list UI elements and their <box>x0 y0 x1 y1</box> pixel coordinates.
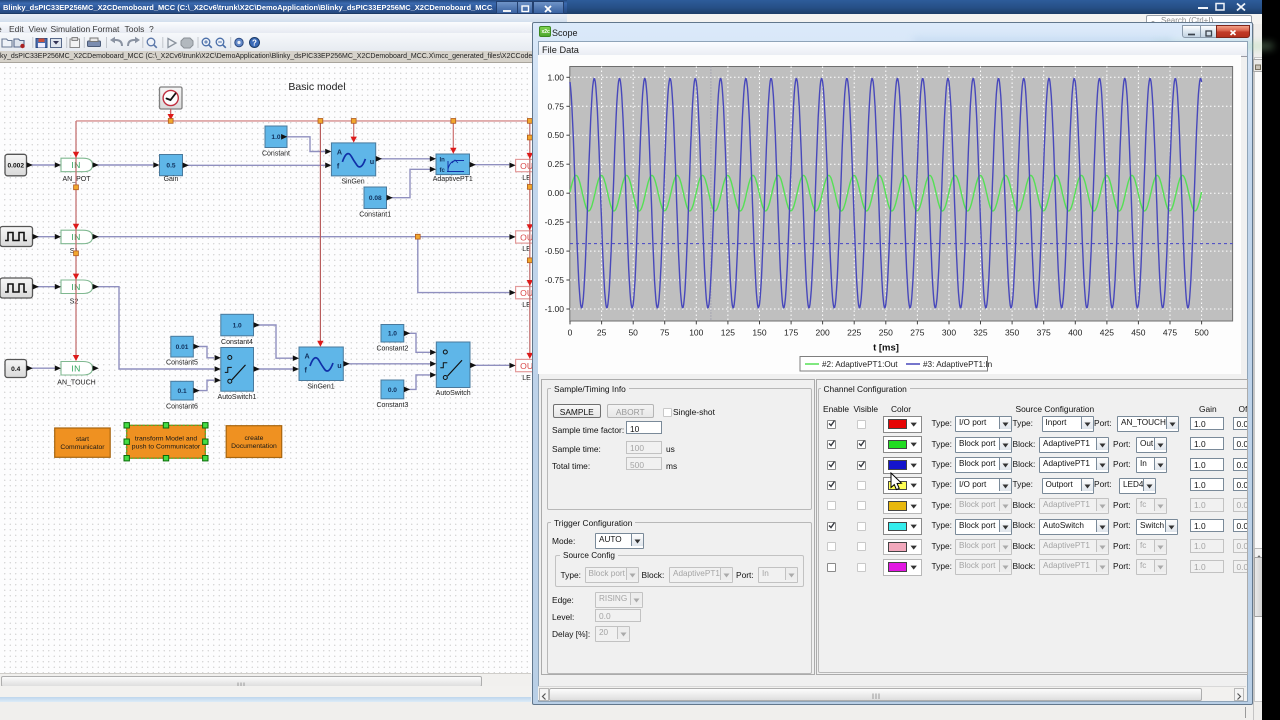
svg-text:0.50: 0.50 <box>547 130 564 140</box>
svg-text:0.75: 0.75 <box>547 101 564 111</box>
svg-text:25: 25 <box>597 328 607 338</box>
svg-text:0.01: 0.01 <box>176 344 189 351</box>
svg-text:300: 300 <box>942 328 956 338</box>
svg-text:0.4: 0.4 <box>11 366 20 373</box>
svg-text:LE: LE <box>522 302 531 309</box>
svg-text:225: 225 <box>847 328 861 338</box>
svg-text:200: 200 <box>816 328 830 338</box>
svg-text:start: start <box>76 436 89 443</box>
svg-text:0.25: 0.25 <box>547 159 564 169</box>
svg-text:LE: LE <box>522 246 531 253</box>
svg-text:-0.75: -0.75 <box>545 275 565 285</box>
svg-text:transform Model and: transform Model and <box>135 435 198 442</box>
svg-text:1.00: 1.00 <box>547 72 564 82</box>
svg-text:OU: OU <box>520 232 533 242</box>
svg-text:0.00: 0.00 <box>547 188 564 198</box>
svg-text:t [ms]: t [ms] <box>873 343 899 354</box>
svg-text:Constant2: Constant2 <box>376 345 408 352</box>
svg-text:75: 75 <box>660 328 670 338</box>
svg-text:LE: LE <box>522 175 531 182</box>
svg-text:OU: OU <box>520 161 533 171</box>
svg-text:IN: IN <box>71 364 81 374</box>
svg-text:475: 475 <box>1163 328 1177 338</box>
svg-text:0: 0 <box>568 328 573 338</box>
svg-text:AutoSwitch: AutoSwitch <box>436 390 471 397</box>
svg-text:Basic model: Basic model <box>288 81 345 93</box>
svg-text:f: f <box>305 366 308 375</box>
svg-text:50: 50 <box>628 328 638 338</box>
svg-text:u: u <box>370 157 374 166</box>
svg-text:1.0: 1.0 <box>233 322 242 329</box>
svg-text:150: 150 <box>752 328 766 338</box>
svg-text:0.0: 0.0 <box>388 387 397 394</box>
svg-text:#2: AdaptivePT1:Out: #2: AdaptivePT1:Out <box>822 360 898 369</box>
svg-text:0.5: 0.5 <box>166 163 175 170</box>
svg-text:375: 375 <box>1037 328 1051 338</box>
svg-text:450: 450 <box>1131 328 1145 338</box>
svg-text:Constant3: Constant3 <box>376 402 408 409</box>
svg-text:500: 500 <box>1195 328 1209 338</box>
svg-text:A: A <box>337 147 342 156</box>
svg-text:push to Communicator: push to Communicator <box>132 443 201 450</box>
svg-text:1.0: 1.0 <box>388 331 397 338</box>
svg-text:LE: LE <box>522 375 531 382</box>
svg-text:-0.25: -0.25 <box>545 217 565 227</box>
svg-text:Constant1: Constant1 <box>359 212 391 219</box>
svg-text:SinGen: SinGen <box>341 179 364 186</box>
svg-text:Constant5: Constant5 <box>166 360 198 367</box>
svg-text:Communicator: Communicator <box>60 444 105 451</box>
svg-text:Constant4: Constant4 <box>221 339 253 346</box>
svg-text:0.002: 0.002 <box>7 162 24 169</box>
svg-text:Gain: Gain <box>164 176 179 183</box>
svg-text:f: f <box>337 161 340 170</box>
svg-text:AutoSwitch1: AutoSwitch1 <box>218 394 257 401</box>
svg-text:SinGen1: SinGen1 <box>307 384 334 391</box>
svg-text:Documentation: Documentation <box>231 443 277 450</box>
svg-text:100: 100 <box>689 328 703 338</box>
svg-text:125: 125 <box>721 328 735 338</box>
svg-text:350: 350 <box>1005 328 1019 338</box>
svg-text:Constant: Constant <box>262 151 290 158</box>
svg-text:OU: OU <box>520 361 533 371</box>
svg-text:A: A <box>305 352 310 361</box>
svg-text:1.0: 1.0 <box>271 134 280 141</box>
svg-text:S2: S2 <box>70 299 79 306</box>
svg-text:u: u <box>337 361 341 370</box>
svg-text:325: 325 <box>973 328 987 338</box>
svg-text:175: 175 <box>784 328 798 338</box>
svg-text:400: 400 <box>1068 328 1082 338</box>
svg-text:0.08: 0.08 <box>369 195 382 202</box>
svg-text:250: 250 <box>879 328 893 338</box>
svg-text:#3: AdaptivePT1:In: #3: AdaptivePT1:In <box>923 360 993 369</box>
svg-text:-1.00: -1.00 <box>545 304 565 314</box>
svg-text:OU: OU <box>520 288 533 298</box>
svg-text:AN_POT: AN_POT <box>62 176 91 183</box>
svg-text:275: 275 <box>910 328 924 338</box>
svg-text:0.1: 0.1 <box>177 388 186 395</box>
svg-text:?: ? <box>252 39 257 48</box>
svg-text:AdaptivePT1: AdaptivePT1 <box>433 176 473 183</box>
svg-text:fc: fc <box>440 168 446 174</box>
svg-text:In: In <box>440 158 446 164</box>
svg-text:425: 425 <box>1100 328 1114 338</box>
svg-text:Constant6: Constant6 <box>166 404 198 411</box>
svg-text:AN_TOUCH: AN_TOUCH <box>57 380 95 387</box>
svg-text:-0.50: -0.50 <box>545 246 565 256</box>
svg-text:create: create <box>245 435 264 442</box>
